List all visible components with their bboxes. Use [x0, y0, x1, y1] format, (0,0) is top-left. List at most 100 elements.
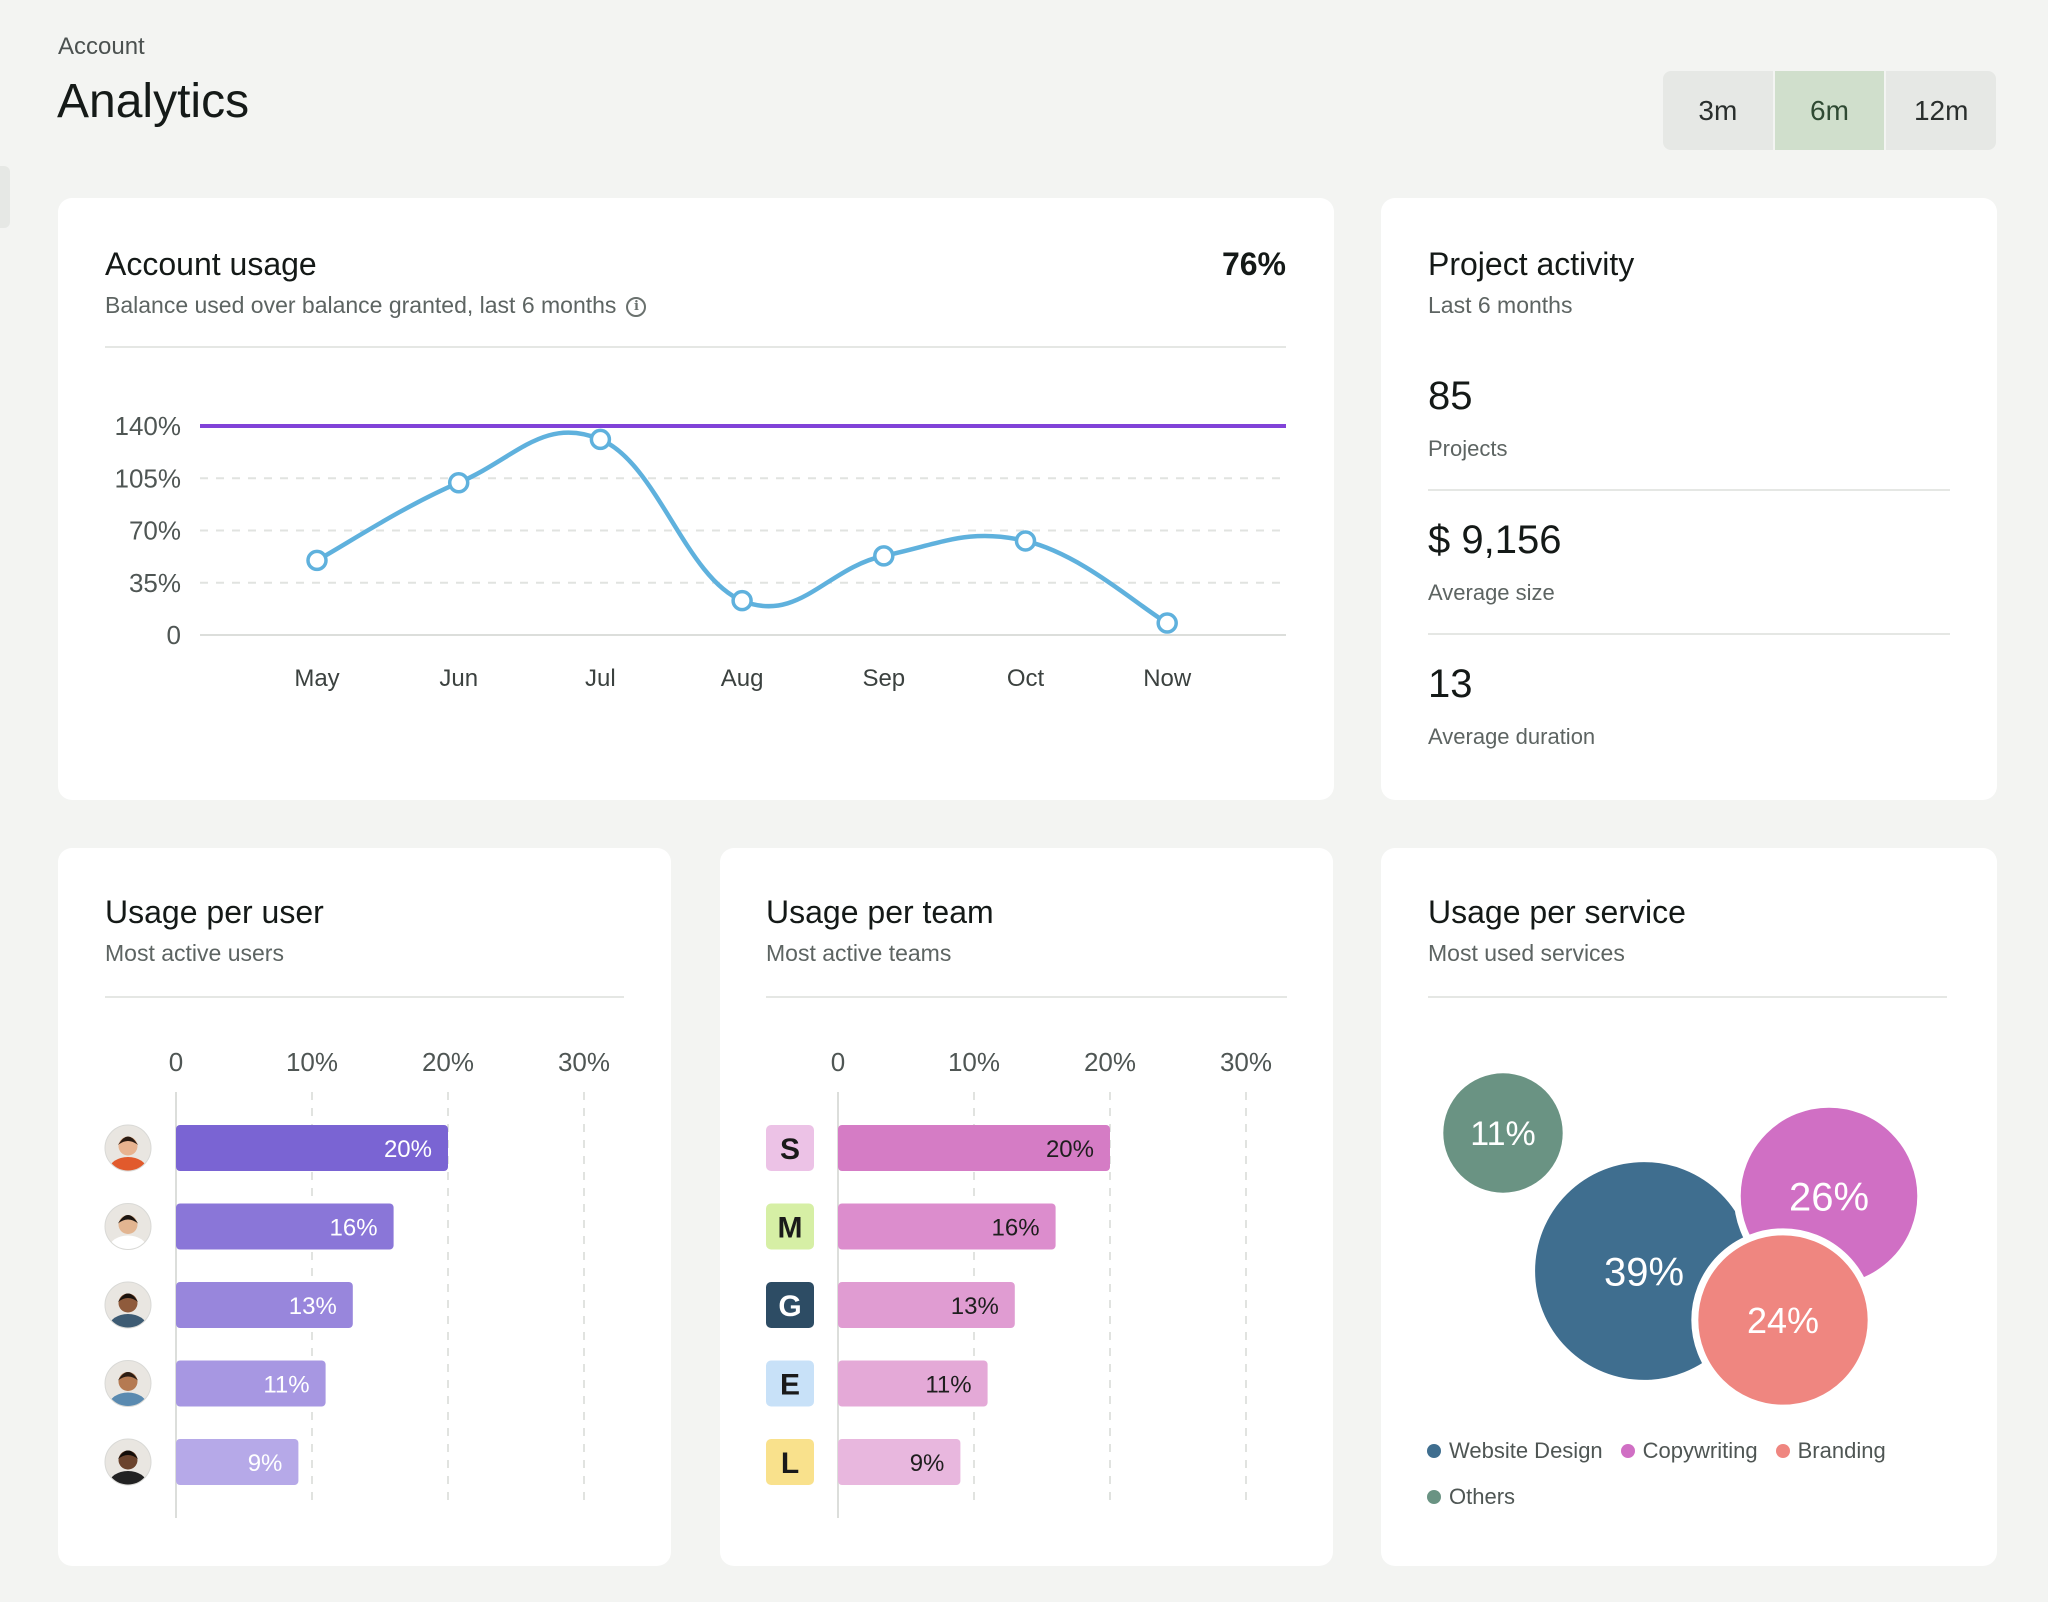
- y-tick-label: 70%: [129, 516, 181, 546]
- bar[interactable]: [176, 1439, 299, 1485]
- legend-item[interactable]: Website Design: [1427, 1438, 1603, 1464]
- service-bubble-chart: 11% 39% 26% 24%: [1443, 1073, 1925, 1408]
- bar-value-label: 16%: [992, 1215, 1040, 1242]
- bar-value-label: 20%: [384, 1136, 432, 1163]
- team-badge-letter: G: [778, 1290, 801, 1323]
- team-badge[interactable]: [766, 1360, 814, 1407]
- x-tick-label: Now: [1143, 665, 1192, 692]
- bar[interactable]: [176, 1282, 353, 1328]
- team-badge[interactable]: [766, 1439, 814, 1485]
- data-point[interactable]: [589, 428, 612, 451]
- team-badge[interactable]: [766, 1125, 814, 1171]
- bar[interactable]: [838, 1360, 988, 1407]
- bar[interactable]: [176, 1125, 448, 1171]
- user-avatar[interactable]: [104, 1203, 152, 1262]
- user-avatar[interactable]: [104, 1124, 152, 1183]
- bubble-label: 39%: [1604, 1250, 1684, 1294]
- data-point[interactable]: [447, 471, 470, 494]
- team-badge-letter: L: [781, 1447, 799, 1480]
- bar[interactable]: [176, 1203, 394, 1250]
- card-subtitle: Most active users: [105, 940, 284, 966]
- bar-value-label: 16%: [330, 1215, 378, 1242]
- legend-item[interactable]: Copywriting: [1620, 1438, 1758, 1464]
- bubble-others[interactable]: [1443, 1073, 1563, 1193]
- x-tick-label: May: [294, 665, 339, 692]
- project-activity-card: Project activity Last 6 months 85 Projec…: [1381, 198, 1997, 800]
- subtitle-text: Balance used over balance granted, last …: [105, 292, 617, 318]
- bar[interactable]: [838, 1203, 1056, 1250]
- divider: [1428, 633, 1950, 635]
- usage-per-service-card: Usage per service Most used services 11%…: [1381, 848, 1997, 1566]
- data-point[interactable]: [731, 589, 753, 612]
- card-subtitle: Most used services: [1428, 940, 1625, 966]
- usage-line-chart: 0 35% 70% 105% 140% May Jun Jul Aug Sep Oct Now: [115, 411, 1286, 692]
- service-legend: Website Design Copywriting Branding Others: [1427, 1438, 1967, 1510]
- legend-item[interactable]: Branding: [1775, 1438, 1886, 1464]
- breadcrumb[interactable]: Account: [58, 33, 145, 60]
- y-tick-label: 140%: [115, 411, 182, 441]
- range-6m-button[interactable]: 6m: [1772, 71, 1885, 150]
- divider: [766, 996, 1287, 998]
- x-tick-label: Jun: [439, 665, 478, 692]
- bar[interactable]: [838, 1439, 961, 1485]
- bar-value-label: 20%: [1046, 1136, 1094, 1163]
- team-badge[interactable]: [766, 1282, 814, 1328]
- bar[interactable]: [176, 1360, 326, 1407]
- card-subtitle: Last 6 months: [1428, 292, 1573, 318]
- usage-per-team-card: Usage per team Most active teams 0 10% 20%…: [720, 848, 1333, 1566]
- team-badge[interactable]: [766, 1203, 814, 1250]
- x-tick-label: 30%: [1220, 1047, 1272, 1077]
- x-tick-label: 20%: [422, 1047, 474, 1077]
- time-range-selector: 3m 6m 12m: [1663, 71, 1996, 150]
- data-point[interactable]: [306, 549, 328, 572]
- data-point[interactable]: [1156, 612, 1178, 634]
- legend-label: Branding: [1797, 1438, 1886, 1463]
- legend-swatch: [1427, 1444, 1441, 1458]
- x-tick-label: Oct: [1007, 665, 1045, 692]
- x-tick-label: 0: [831, 1047, 845, 1077]
- legend-swatch: [1427, 1490, 1441, 1504]
- legend-label: Website Design: [1449, 1438, 1603, 1463]
- metric-average-size-value: $ 9,156: [1428, 518, 1562, 562]
- legend-swatch: [1775, 1444, 1790, 1458]
- bar-value-label: 11%: [263, 1372, 309, 1399]
- metric-projects-value: 85: [1428, 374, 1473, 418]
- usage-per-user-card: Usage per user Most active users 0 10% 20%…: [58, 848, 671, 1566]
- x-tick-label: 10%: [286, 1047, 338, 1077]
- team-badge-letter: M: [778, 1212, 803, 1245]
- bubble-label: 26%: [1789, 1175, 1869, 1219]
- bar-value-label: 9%: [248, 1450, 283, 1477]
- bar[interactable]: [838, 1125, 1110, 1171]
- y-tick-label: 105%: [115, 463, 182, 493]
- range-12m-button[interactable]: 12m: [1884, 71, 1996, 150]
- x-tick-label: Sep: [862, 665, 905, 692]
- legend-label: Copywriting: [1642, 1438, 1758, 1463]
- metric-average-duration-label: Average duration: [1428, 724, 1596, 749]
- bar-value-label: 13%: [951, 1293, 999, 1320]
- x-tick-label: Aug: [721, 665, 764, 692]
- side-panel-handle[interactable]: [0, 166, 10, 228]
- bar[interactable]: [838, 1282, 1015, 1328]
- divider: [1428, 489, 1950, 491]
- card-subtitle: Most active teams: [766, 940, 952, 966]
- account-usage-card: Account usage Balance used over balance …: [58, 198, 1334, 800]
- user-avatar[interactable]: [104, 1438, 152, 1497]
- team-bar-chart: 0 10% 20% 30% 20% S 16% M 13% G 11% E 9% L: [766, 1047, 1272, 1518]
- legend-item[interactable]: Others: [1427, 1484, 1515, 1510]
- bubble-label: 11%: [1470, 1115, 1536, 1153]
- card-title: Usage per team: [766, 894, 994, 930]
- user-avatar[interactable]: [104, 1360, 152, 1419]
- metric-projects-label: Projects: [1428, 436, 1508, 461]
- divider: [105, 996, 624, 998]
- range-3m-button[interactable]: 3m: [1698, 94, 1738, 126]
- bar-value-label: 9%: [910, 1450, 945, 1477]
- x-tick-label: Jul: [585, 665, 616, 692]
- data-point[interactable]: [873, 545, 895, 567]
- bubble-branding[interactable]: [1691, 1228, 1875, 1408]
- card-title: Usage per user: [105, 894, 324, 930]
- user-avatar[interactable]: [104, 1281, 152, 1340]
- metric-average-duration-value: 13: [1428, 662, 1473, 706]
- bubble-label: 24%: [1747, 1300, 1819, 1341]
- info-icon[interactable]: i: [626, 296, 647, 317]
- data-point[interactable]: [1014, 530, 1037, 552]
